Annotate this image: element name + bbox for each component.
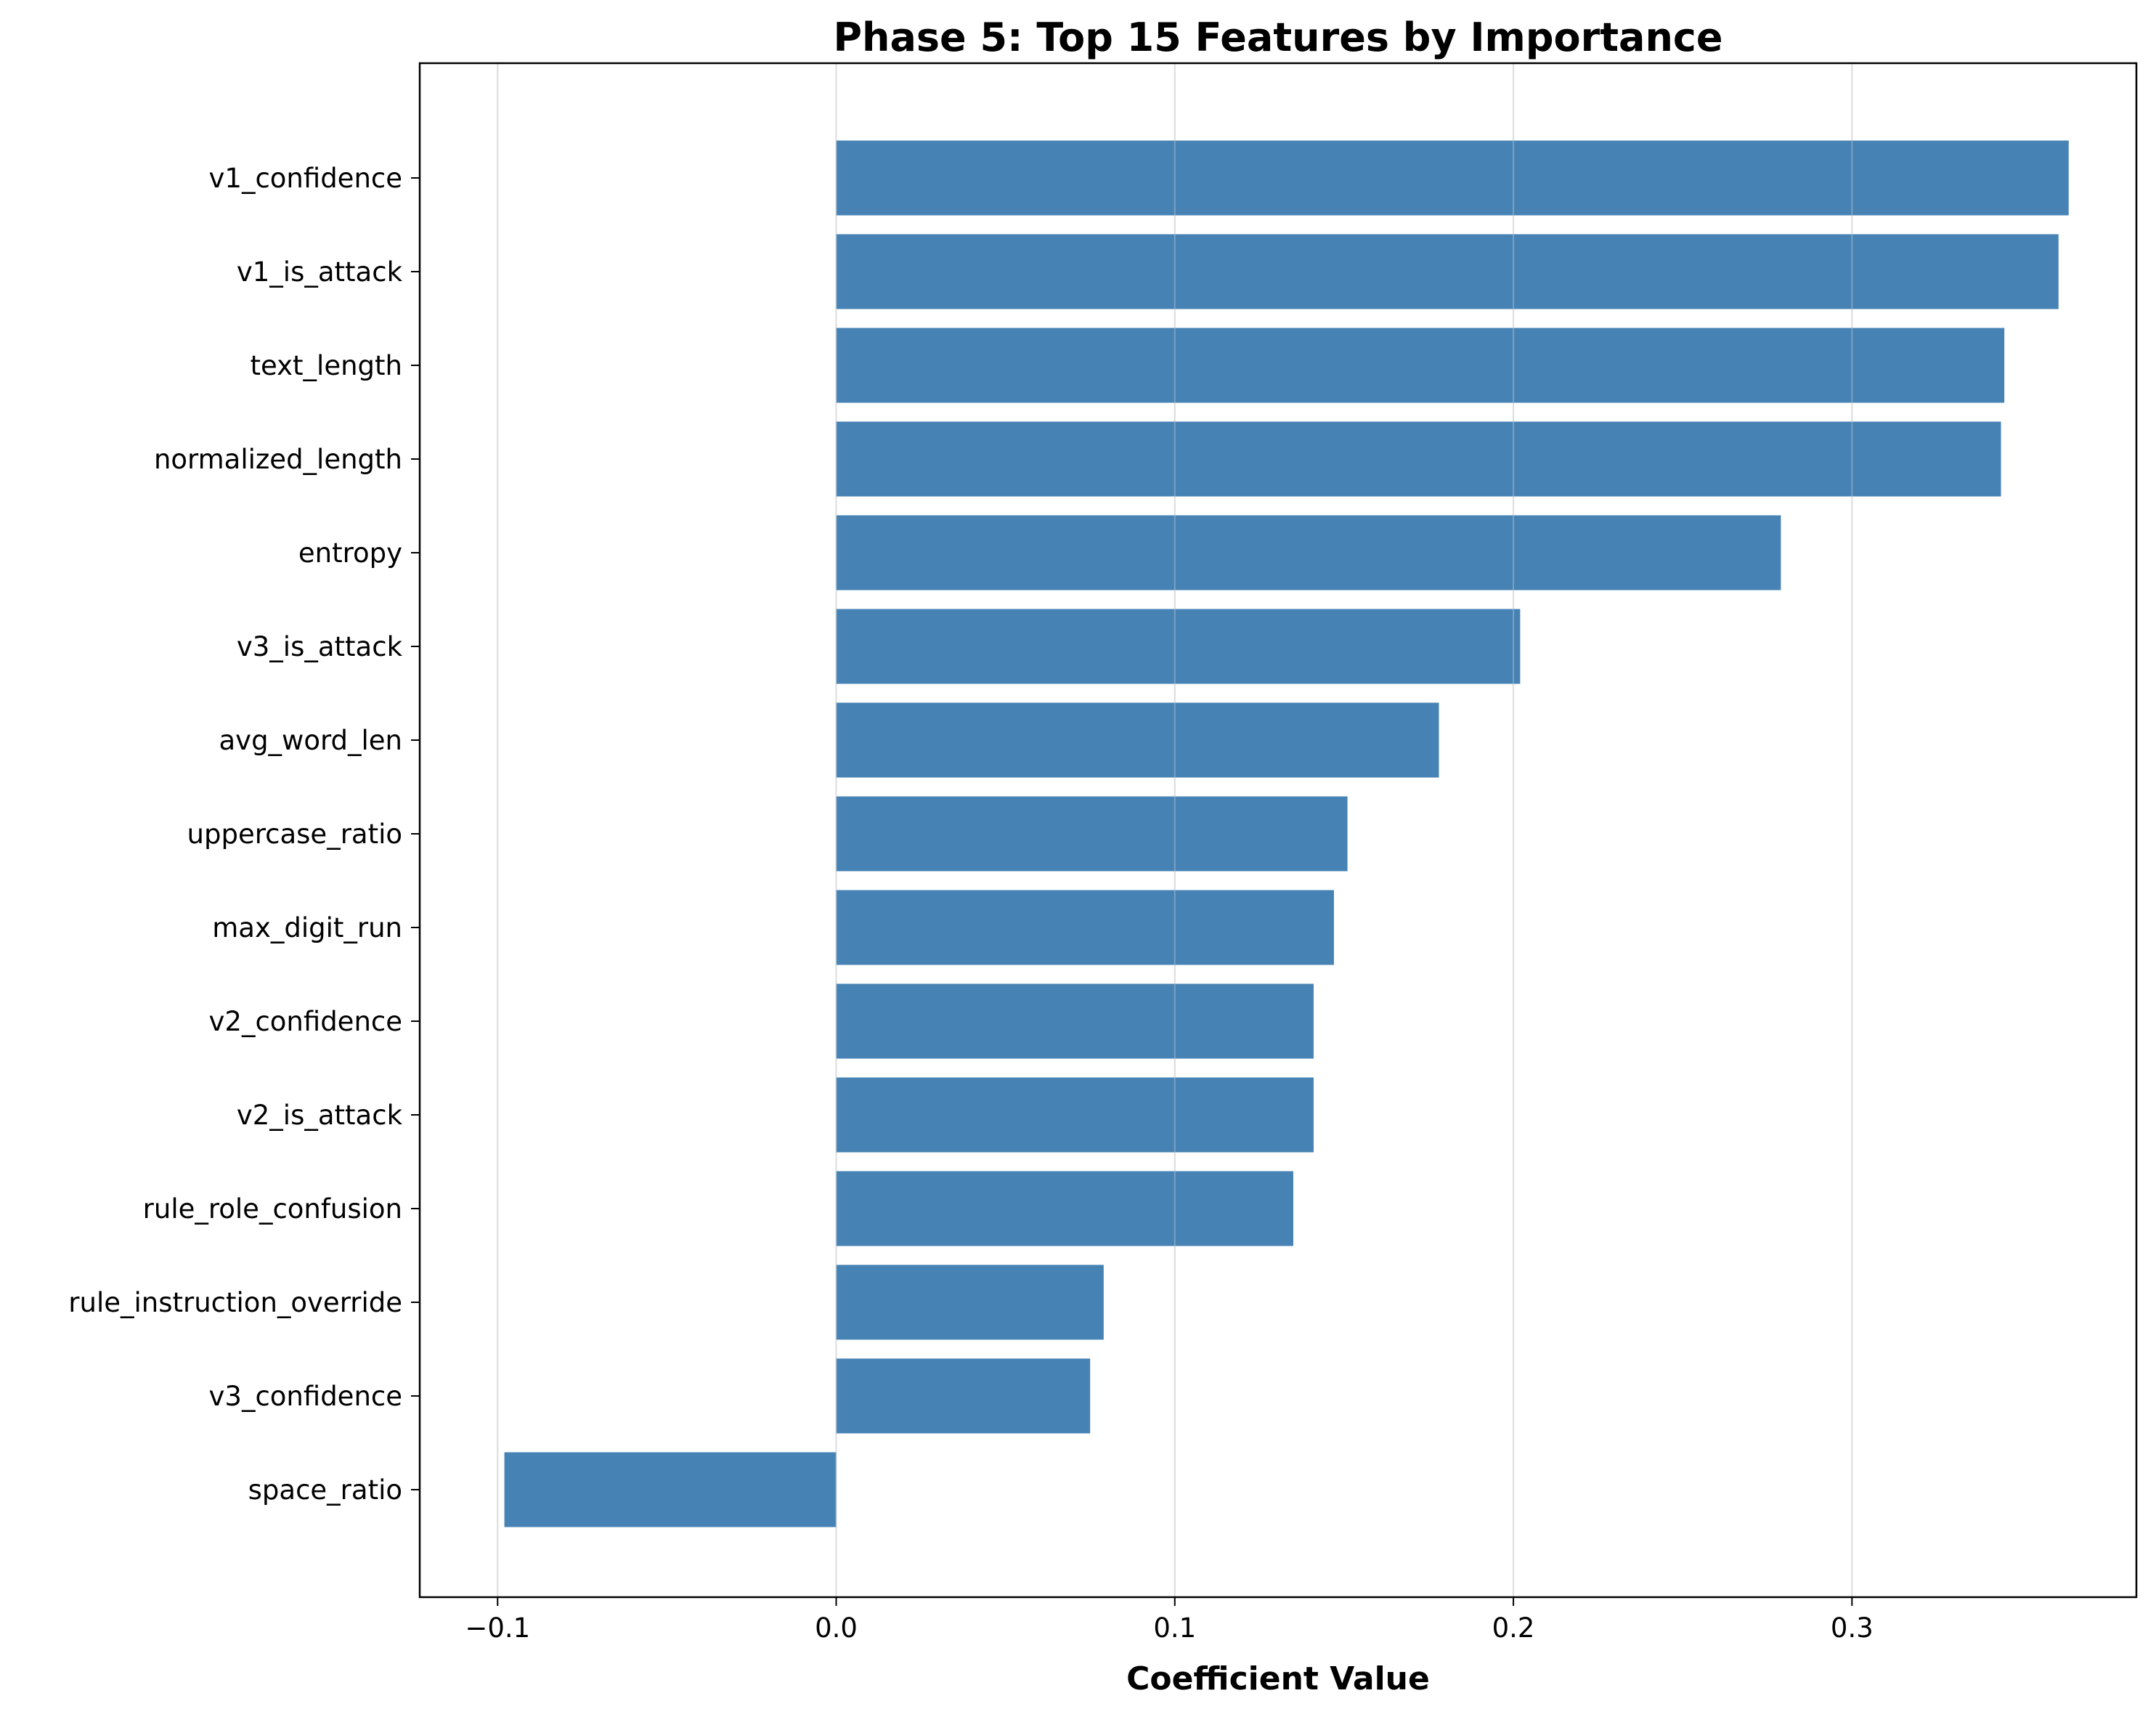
x-axis-label: Coefficient Value — [1126, 1660, 1430, 1697]
category-label: uppercase_ratio — [187, 819, 402, 850]
category-label: avg_word_len — [219, 725, 403, 756]
category-label: normalized_length — [154, 444, 402, 475]
x-tick-label: 0.1 — [1153, 1612, 1196, 1644]
category-label: max_digit_run — [212, 912, 402, 943]
bar-text-length — [836, 328, 2005, 403]
bar-v3-is-attack — [836, 609, 1521, 684]
bar-normalized-length — [836, 421, 2001, 497]
bar-v1-confidence — [836, 140, 2069, 216]
category-label: space_ratio — [248, 1474, 402, 1506]
bar-rule-instruction-override — [836, 1265, 1104, 1340]
bar-entropy — [836, 515, 1781, 590]
category-label: rule_instruction_override — [68, 1287, 402, 1318]
category-label: rule_role_confusion — [143, 1193, 402, 1225]
x-tick-label: 0.0 — [815, 1612, 858, 1644]
bar-rule-role-confusion — [836, 1171, 1293, 1246]
chart-title: Phase 5: Top 15 Features by Importance — [833, 15, 1722, 60]
bar-v2-is-attack — [836, 1077, 1314, 1153]
bar-v1-is-attack — [836, 234, 2059, 309]
bar-max-digit-run — [836, 890, 1334, 965]
bar-uppercase-ratio — [836, 796, 1348, 872]
category-label: v2_confidence — [209, 1006, 402, 1037]
bar-space-ratio — [504, 1452, 837, 1527]
bar-v3-confidence — [836, 1358, 1091, 1434]
category-label: v3_is_attack — [237, 631, 403, 662]
category-label: v1_confidence — [209, 163, 402, 194]
category-label: entropy — [298, 537, 402, 569]
x-tick-label: −0.1 — [465, 1612, 530, 1644]
x-tick-label: 0.2 — [1492, 1612, 1535, 1644]
category-label: v2_is_attack — [237, 1100, 403, 1131]
bar-avg-word-len — [836, 702, 1439, 778]
category-label: v3_confidence — [209, 1381, 402, 1412]
y-axis-ticks: v1_confidence v1_is_attack text_lengthnorm… — [68, 163, 420, 1506]
x-axis-ticks: −0.1 0.0 0.1 0.2 0.3 — [465, 1597, 1874, 1644]
x-tick-label: 0.3 — [1831, 1612, 1874, 1644]
plot-frame — [418, 62, 2138, 1599]
bar-v2-confidence — [836, 983, 1314, 1059]
category-label: v1_is_attack — [237, 256, 403, 288]
category-label: text_length — [251, 350, 402, 381]
bars — [497, 63, 2069, 1597]
